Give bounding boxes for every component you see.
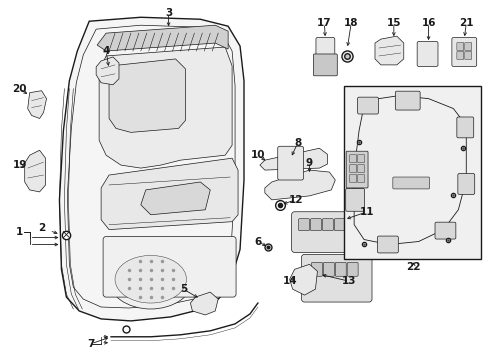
FancyBboxPatch shape	[357, 97, 378, 114]
FancyBboxPatch shape	[346, 219, 356, 231]
Ellipse shape	[115, 255, 186, 303]
FancyBboxPatch shape	[456, 42, 463, 50]
FancyBboxPatch shape	[346, 262, 357, 276]
FancyBboxPatch shape	[357, 175, 364, 183]
FancyBboxPatch shape	[291, 212, 371, 252]
Text: 12: 12	[288, 195, 302, 205]
FancyBboxPatch shape	[349, 155, 356, 163]
FancyBboxPatch shape	[464, 42, 471, 50]
FancyBboxPatch shape	[457, 174, 474, 194]
Text: 9: 9	[305, 158, 312, 168]
Polygon shape	[141, 182, 210, 215]
Text: 15: 15	[386, 18, 400, 28]
Text: 3: 3	[164, 8, 172, 18]
FancyBboxPatch shape	[103, 237, 236, 297]
FancyBboxPatch shape	[394, 91, 419, 110]
FancyBboxPatch shape	[456, 117, 473, 138]
FancyBboxPatch shape	[335, 262, 346, 276]
FancyBboxPatch shape	[311, 262, 322, 276]
Polygon shape	[259, 148, 326, 170]
Text: 7: 7	[87, 339, 95, 349]
Text: 6: 6	[254, 237, 261, 247]
Polygon shape	[97, 25, 228, 51]
FancyBboxPatch shape	[464, 51, 471, 59]
FancyBboxPatch shape	[345, 188, 364, 211]
FancyBboxPatch shape	[310, 219, 321, 231]
FancyBboxPatch shape	[434, 222, 455, 239]
Text: 8: 8	[293, 138, 301, 148]
Polygon shape	[109, 59, 185, 132]
Ellipse shape	[108, 249, 192, 309]
FancyBboxPatch shape	[346, 151, 367, 188]
FancyBboxPatch shape	[456, 51, 463, 59]
FancyBboxPatch shape	[334, 219, 345, 231]
Text: 18: 18	[343, 18, 358, 28]
FancyBboxPatch shape	[344, 86, 480, 260]
Text: 17: 17	[316, 18, 331, 28]
Polygon shape	[374, 36, 403, 65]
Text: 16: 16	[421, 18, 435, 28]
FancyBboxPatch shape	[357, 165, 364, 172]
FancyBboxPatch shape	[349, 165, 356, 172]
Polygon shape	[60, 17, 244, 321]
FancyBboxPatch shape	[298, 219, 309, 231]
Polygon shape	[25, 150, 45, 192]
Polygon shape	[28, 91, 46, 118]
FancyBboxPatch shape	[315, 37, 334, 72]
FancyBboxPatch shape	[357, 155, 364, 163]
FancyBboxPatch shape	[377, 236, 398, 253]
FancyBboxPatch shape	[277, 146, 303, 180]
Text: 20: 20	[13, 84, 27, 94]
Polygon shape	[96, 57, 119, 85]
Text: 21: 21	[458, 18, 472, 28]
FancyBboxPatch shape	[416, 41, 437, 66]
Text: 2: 2	[38, 222, 45, 233]
FancyBboxPatch shape	[349, 175, 356, 183]
Text: 10: 10	[250, 150, 264, 160]
Text: 5: 5	[180, 284, 187, 294]
FancyBboxPatch shape	[301, 255, 371, 302]
Text: 11: 11	[359, 207, 373, 217]
FancyBboxPatch shape	[451, 37, 476, 66]
Polygon shape	[289, 264, 317, 295]
Polygon shape	[101, 158, 238, 230]
FancyBboxPatch shape	[392, 177, 428, 189]
Polygon shape	[190, 292, 218, 315]
FancyBboxPatch shape	[313, 54, 337, 76]
FancyBboxPatch shape	[323, 262, 334, 276]
Text: 13: 13	[341, 276, 356, 286]
Text: 22: 22	[406, 262, 420, 272]
Text: 1: 1	[16, 226, 23, 237]
FancyBboxPatch shape	[322, 219, 333, 231]
Polygon shape	[264, 170, 335, 200]
Text: 19: 19	[13, 160, 27, 170]
Text: 4: 4	[102, 46, 109, 56]
Text: 14: 14	[282, 276, 296, 286]
Polygon shape	[99, 47, 232, 168]
